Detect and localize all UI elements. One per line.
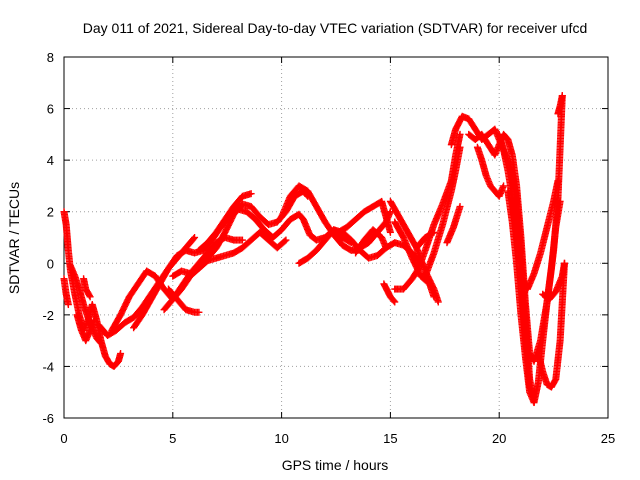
series-track-4 — [73, 311, 98, 345]
x-tick-labels: 0 5 10 15 20 25 — [60, 431, 615, 446]
x-tick-label: 5 — [169, 431, 176, 446]
y-tick-labels: -6 -4 -2 0 2 4 6 8 — [42, 50, 54, 426]
y-tick-label: 2 — [47, 205, 54, 220]
y-tick-label: -6 — [42, 411, 54, 426]
series-track-23 — [443, 203, 464, 247]
y-tick-label: 0 — [47, 256, 54, 271]
x-tick-label: 10 — [274, 431, 288, 446]
series-track-21 — [421, 143, 464, 280]
series-track-26 — [473, 143, 508, 200]
x-tick-label: 0 — [60, 431, 67, 446]
series-track-22 — [413, 228, 438, 252]
y-tick-label: 8 — [47, 50, 54, 65]
y-tick-label: -4 — [42, 359, 54, 374]
data-series — [60, 92, 568, 407]
series-track-16 — [352, 226, 390, 257]
series-track-18 — [391, 218, 438, 301]
series-track-2 — [60, 275, 72, 309]
y-tick-label: 6 — [47, 102, 54, 117]
series-track-12 — [195, 190, 255, 254]
y-tick-label: 4 — [47, 153, 54, 168]
series-track-10 — [169, 228, 290, 280]
chart-title: Day 011 of 2021, Sidereal Day-to-day VTE… — [83, 20, 587, 36]
x-tick-label: 20 — [492, 431, 506, 446]
gridlines — [64, 57, 608, 418]
x-tick-label: 15 — [383, 431, 397, 446]
series-track-15 — [334, 197, 394, 236]
x-axis-label: GPS time / hours — [282, 457, 389, 473]
series-track-5 — [80, 275, 94, 301]
series-track-11 — [164, 285, 203, 316]
plot-frame — [63, 56, 609, 419]
y-axis-label: SDTVAR / TECUs — [6, 182, 22, 294]
y-tick-label: -2 — [42, 308, 54, 323]
x-tick-label: 25 — [601, 431, 615, 446]
series-track-19 — [380, 280, 399, 306]
